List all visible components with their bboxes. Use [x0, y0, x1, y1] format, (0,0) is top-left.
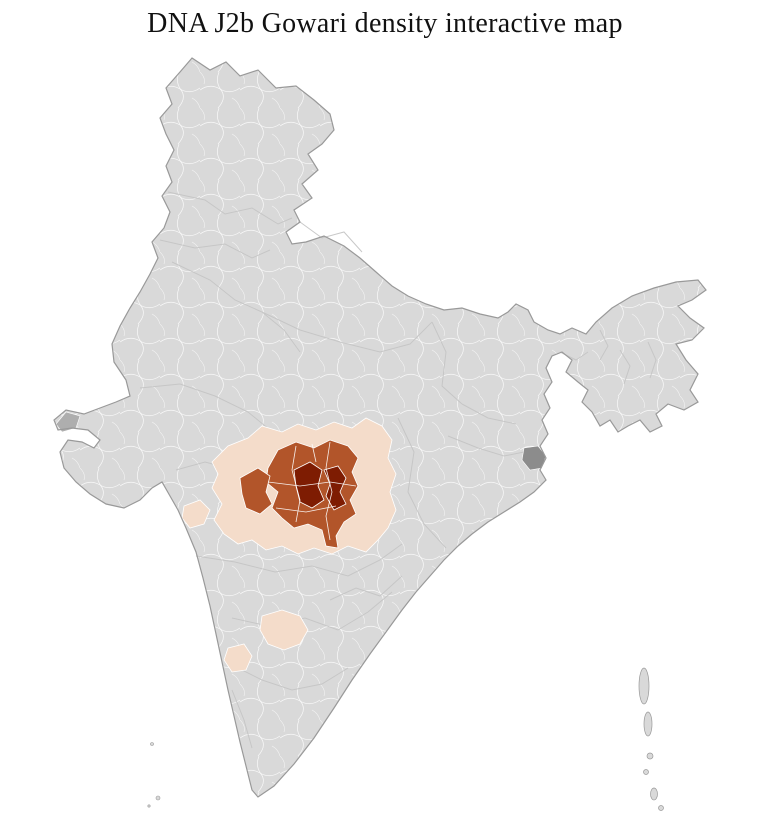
island[interactable] — [155, 795, 161, 801]
density-low-south-2[interactable] — [223, 643, 253, 673]
density-high-2[interactable] — [323, 465, 347, 511]
density-low-south-1[interactable] — [259, 609, 309, 651]
page-title: DNA J2b Gowari density interactive map — [147, 8, 623, 39]
island[interactable] — [643, 769, 649, 775]
island[interactable] — [646, 752, 654, 760]
dark-district[interactable] — [521, 445, 547, 471]
india-outline — [53, 57, 707, 798]
island[interactable] — [658, 805, 664, 811]
kutch-dark-patch[interactable] — [55, 411, 81, 433]
district-division-lines — [267, 441, 357, 541]
island[interactable] — [643, 711, 653, 737]
andaman-islands[interactable] — [638, 667, 664, 811]
density-medium-west-arm[interactable] — [239, 467, 273, 515]
island[interactable] — [650, 787, 658, 801]
island[interactable] — [150, 742, 154, 746]
island[interactable] — [638, 667, 650, 705]
island[interactable] — [147, 804, 151, 808]
state-boundaries — [139, 191, 657, 749]
lakshadweep-islands[interactable] — [147, 742, 161, 808]
